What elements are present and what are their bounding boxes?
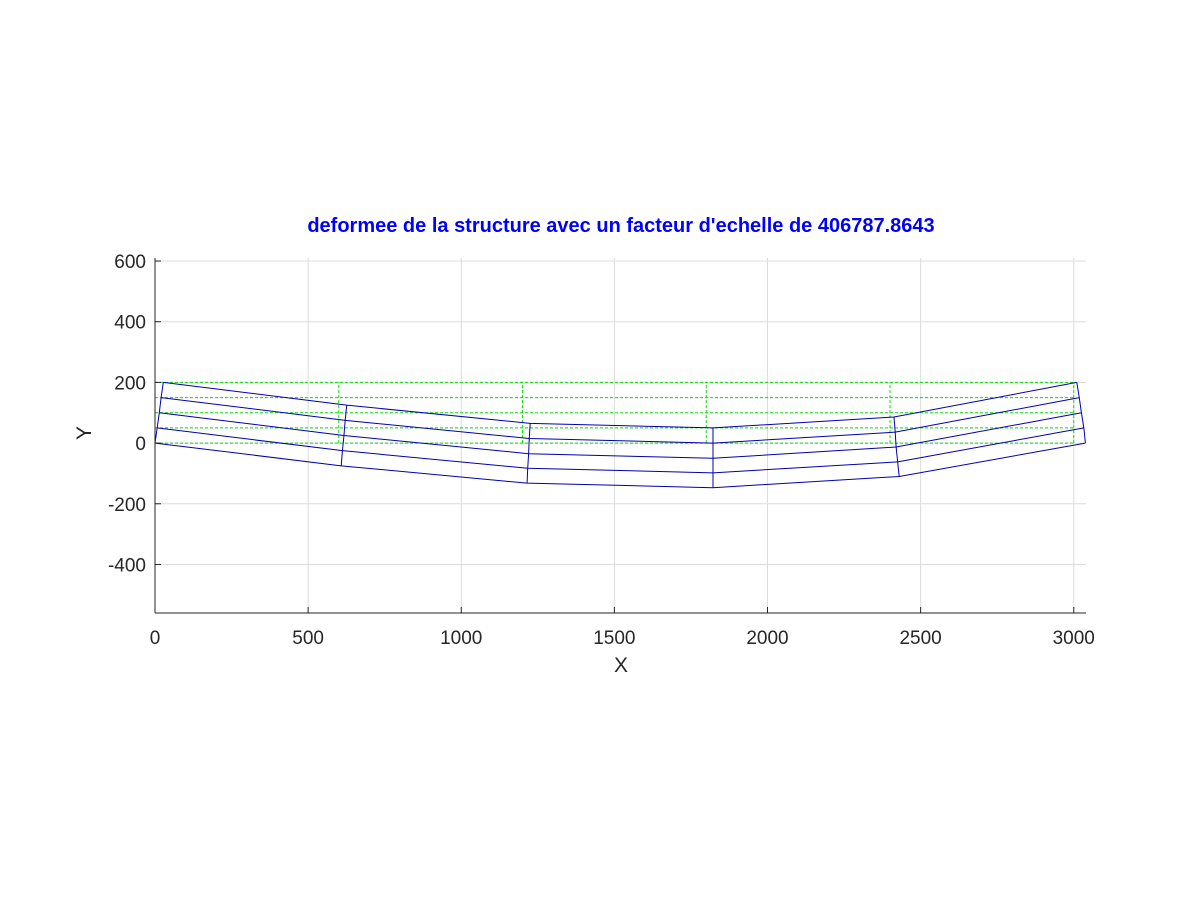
axes: [154, 258, 1086, 614]
chart-title: deformee de la structure avec un facteur…: [307, 215, 934, 237]
deformed-structure: [154, 381, 1086, 489]
x-tick-label: 2000: [746, 628, 788, 649]
deformed-vertical-line: [154, 382, 164, 444]
x-tick-label: 500: [292, 628, 324, 649]
y-tick-label: 600: [114, 252, 146, 273]
undeformed-structure: [154, 381, 1075, 444]
deformed-horizontal-line: [157, 427, 1084, 474]
x-tick-label: 0: [150, 628, 161, 649]
y-tick-label: 200: [114, 373, 146, 394]
deformed-vertical-line: [526, 423, 531, 484]
y-tick-label: 400: [114, 313, 146, 334]
x-tick-label: 1000: [440, 628, 482, 649]
deformed-vertical-line: [893, 416, 900, 477]
x-tick-label: 2500: [899, 628, 941, 649]
deformed-vertical-line: [1076, 382, 1086, 444]
plot-area: 0 500 1000 1500 2000 2500 3000 -400 -200 0 200 400 6…: [108, 252, 1095, 649]
x-tick-label: 1500: [593, 628, 635, 649]
deformed-horizontal-line: [161, 397, 1080, 444]
x-axis-label: X: [614, 654, 628, 677]
y-tick-label: 0: [135, 434, 146, 455]
deformed-vertical-line: [340, 405, 348, 466]
deformed-horizontal-line: [154, 442, 1086, 489]
y-tick-label: -400: [108, 555, 146, 576]
deformed-horizontal-line: [159, 412, 1082, 459]
x-tick-label: 3000: [1053, 628, 1095, 649]
deformed-horizontal-line: [163, 381, 1077, 429]
y-axis-label: Y: [73, 426, 96, 440]
y-tick-label: -200: [108, 495, 146, 516]
tick-labels: 0 500 1000 1500 2000 2500 3000 -400 -200 0 200 400 6…: [108, 252, 1095, 649]
